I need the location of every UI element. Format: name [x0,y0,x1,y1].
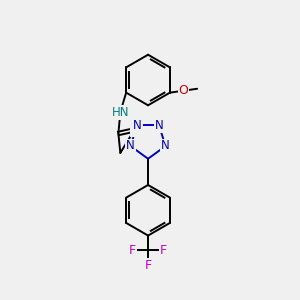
Text: O: O [178,84,188,97]
Text: HN: HN [112,106,129,118]
Text: F: F [160,244,167,256]
Text: N: N [161,140,170,152]
Text: F: F [129,244,136,256]
Text: O: O [131,123,141,136]
Text: N: N [161,140,170,152]
Text: N: N [154,119,163,132]
Text: N: N [133,119,142,132]
Text: N: N [126,140,135,152]
Text: N: N [133,119,142,132]
Text: F: F [145,259,152,272]
Text: N: N [126,140,135,152]
Text: N: N [154,119,163,132]
